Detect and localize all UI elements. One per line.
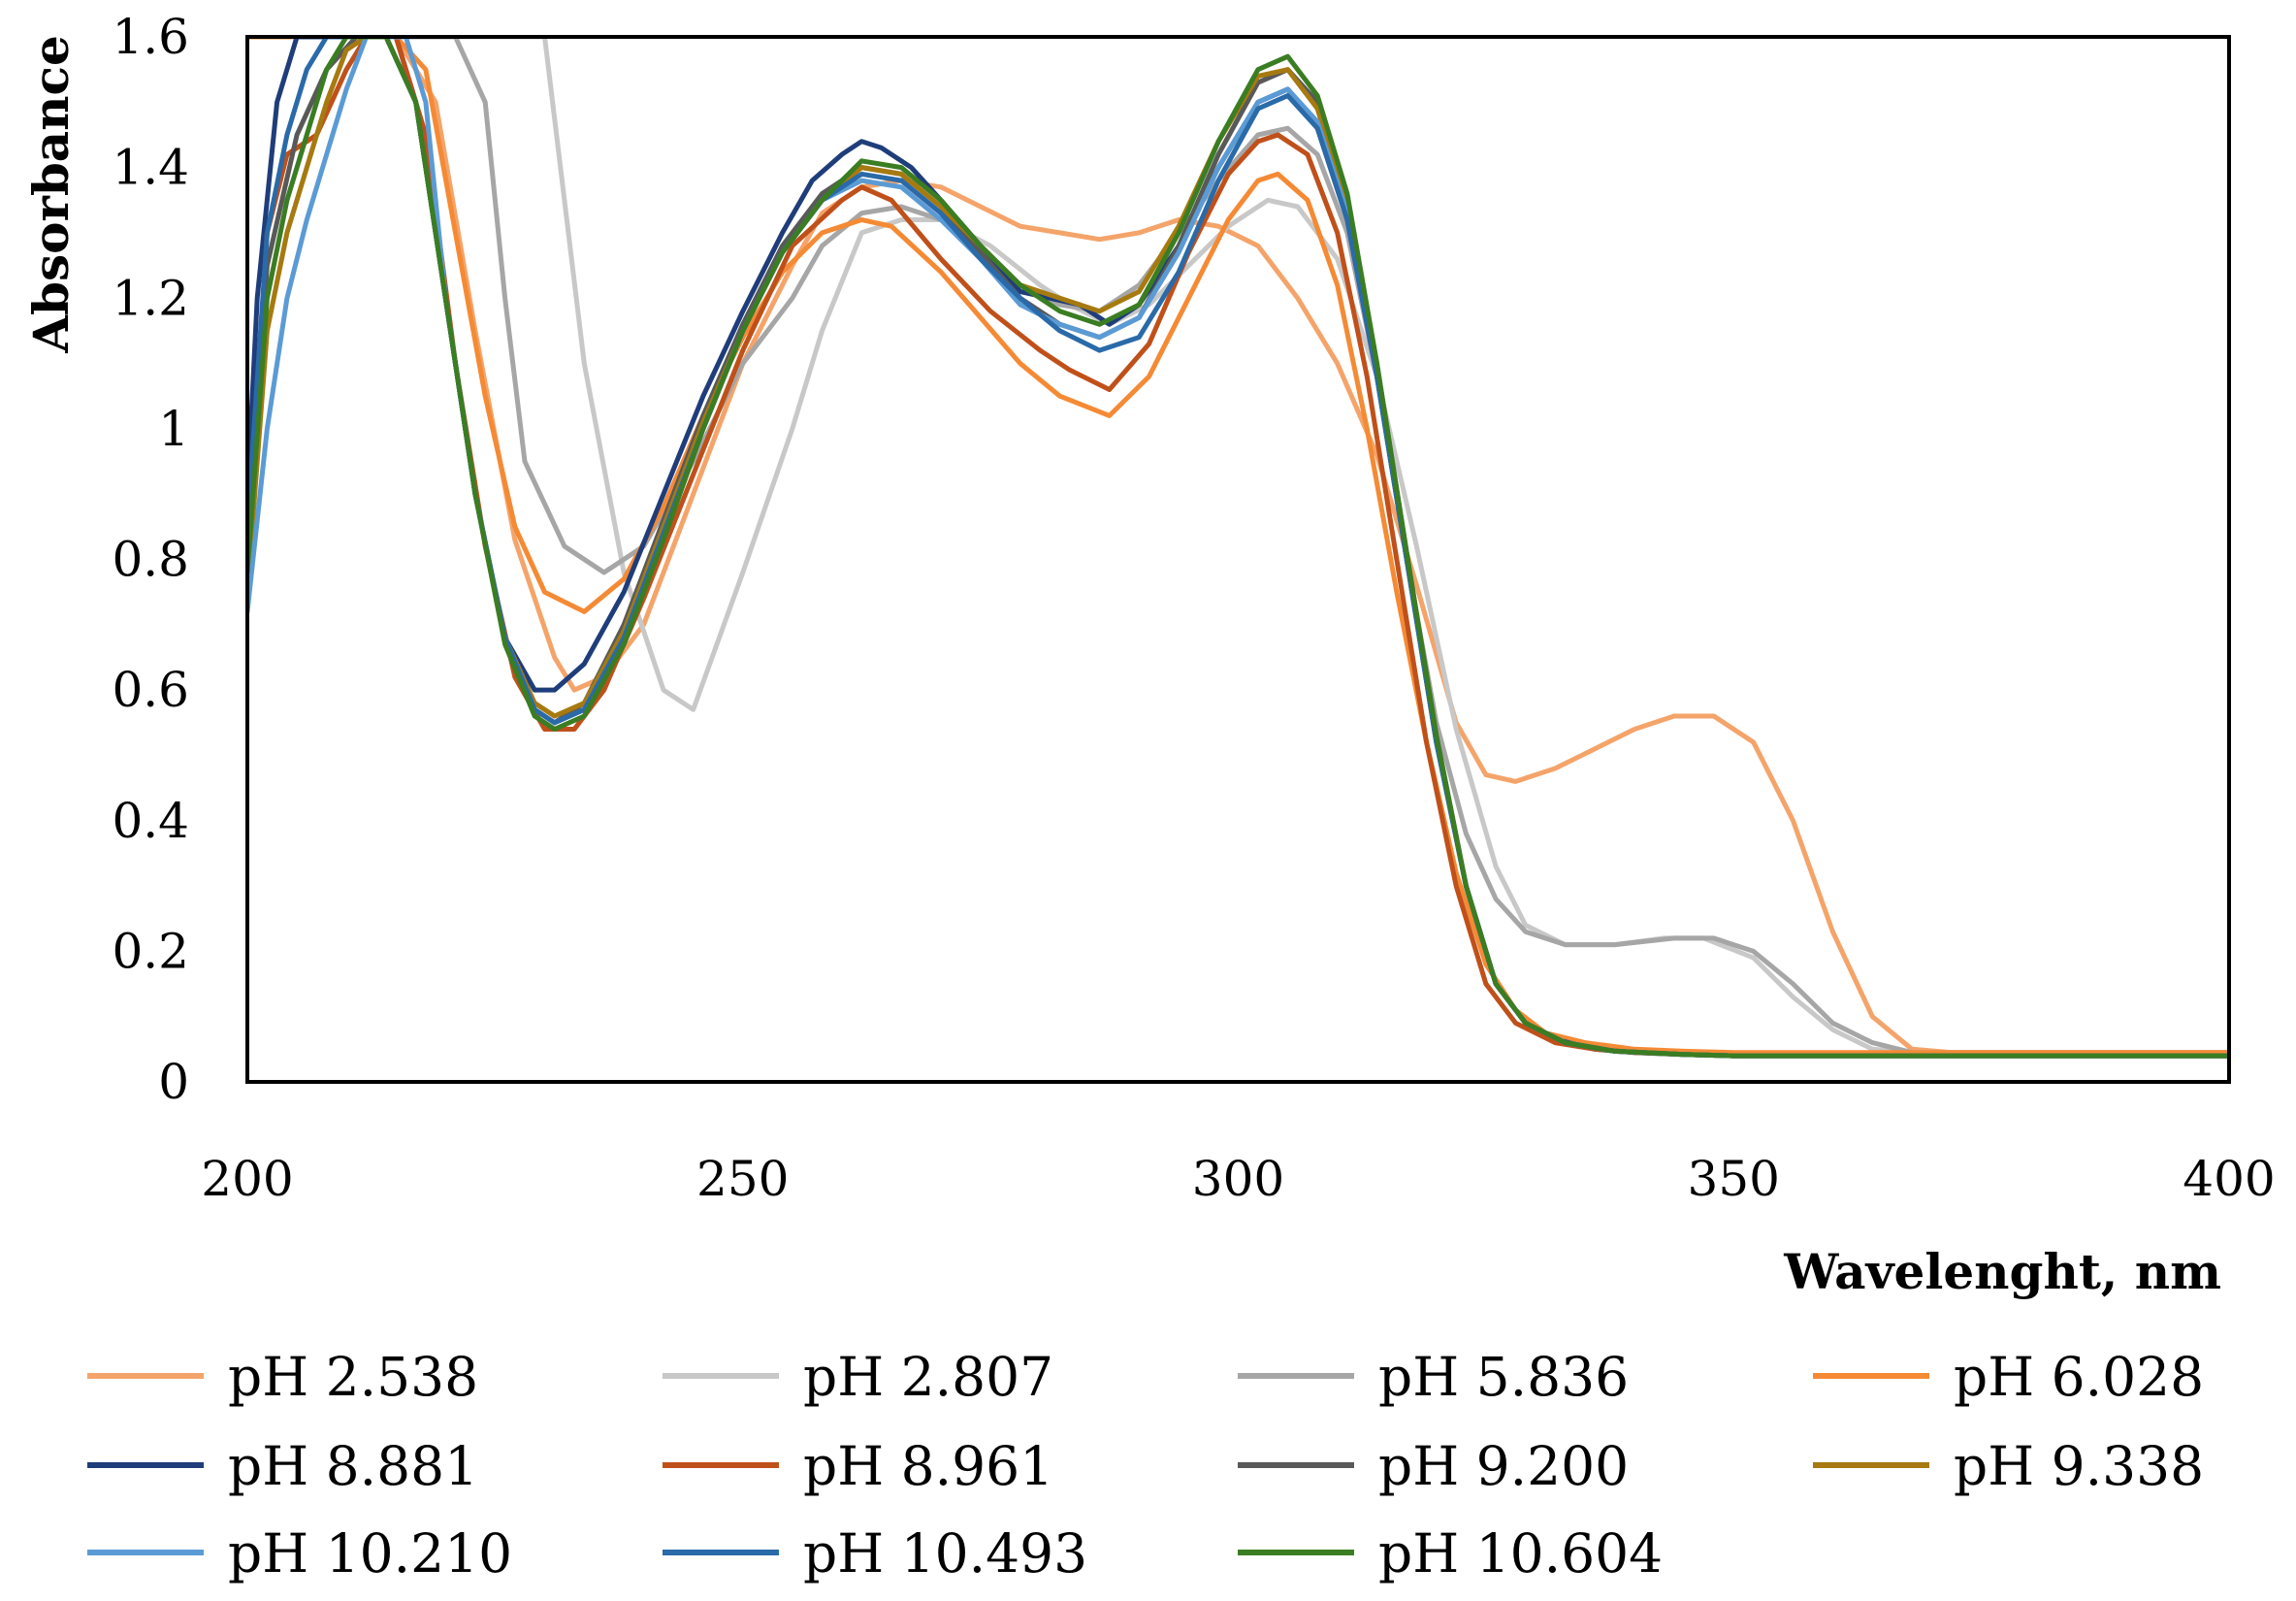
series-line-8 — [247, 37, 2229, 1059]
y-tick-label: 1.2 — [112, 270, 189, 326]
legend-label: pH 6.028 — [1954, 1346, 2204, 1408]
x-tick-label: 400 — [2183, 1151, 2275, 1207]
legend: pH 2.538 pH 2.807 pH 5.836 pH 6.028 pH 8.881… — [87, 1346, 2204, 1585]
series-group — [247, 37, 2229, 1059]
series-line-6 — [247, 37, 2229, 1059]
y-tick-label: 1.4 — [112, 140, 189, 196]
series-line-1 — [247, 37, 2229, 1056]
legend-label: pH 9.200 — [1378, 1435, 1629, 1497]
y-tick-label: 0.2 — [112, 923, 189, 979]
legend-label: pH 9.338 — [1954, 1435, 2204, 1497]
legend-item: pH 10.493 — [663, 1522, 1087, 1585]
legend-label: pH 10.493 — [803, 1522, 1087, 1585]
y-tick-label: 0.8 — [112, 532, 189, 588]
legend-item: pH 9.200 — [1238, 1435, 1629, 1497]
y-tick-label: 1.6 — [112, 9, 189, 65]
legend-item: pH 8.881 — [87, 1435, 478, 1497]
x-tick-label: 300 — [1192, 1151, 1284, 1207]
y-axis-title: Absorbance — [22, 35, 80, 354]
y-tick-label: 0.6 — [112, 662, 189, 718]
x-tick-label: 350 — [1688, 1151, 1780, 1207]
y-tick-labels: 0 0.2 0.4 0.6 0.8 1 1.2 1.4 1.6 — [112, 9, 189, 1110]
series-line-9 — [247, 37, 2229, 1059]
series-line-2 — [247, 37, 2229, 1056]
y-tick-label: 0.4 — [112, 793, 189, 849]
legend-label: pH 8.881 — [228, 1435, 478, 1497]
series-line-4 — [247, 37, 2229, 1056]
legend-item: pH 10.604 — [1238, 1522, 1663, 1585]
legend-label: pH 10.210 — [228, 1522, 512, 1585]
x-tick-label: 250 — [696, 1151, 789, 1207]
series-line-7 — [247, 37, 2229, 1059]
legend-label: pH 2.538 — [228, 1346, 478, 1408]
series-line-11 — [247, 37, 2229, 1059]
y-tick-label: 0 — [158, 1054, 189, 1110]
x-axis-title: Wavelenght, nm — [1783, 1243, 2221, 1300]
legend-item: pH 10.210 — [87, 1522, 512, 1585]
plot-area-frame — [245, 35, 2231, 1084]
legend-item: pH 2.807 — [663, 1346, 1053, 1408]
legend-label: pH 2.807 — [803, 1346, 1053, 1408]
legend-item: pH 2.538 — [87, 1346, 478, 1408]
series-line-10 — [247, 37, 2229, 1059]
legend-item: pH 9.338 — [1813, 1435, 2204, 1497]
legend-label: pH 10.604 — [1378, 1522, 1663, 1585]
series-line-5 — [247, 37, 2229, 1059]
x-tick-label: 200 — [201, 1151, 293, 1207]
x-tick-labels: 200 250 300 350 400 — [201, 1151, 2275, 1207]
legend-label: pH 5.836 — [1378, 1346, 1629, 1408]
legend-item: pH 5.836 — [1238, 1346, 1629, 1408]
y-tick-label: 1 — [158, 401, 189, 457]
legend-item: pH 8.961 — [663, 1435, 1053, 1497]
legend-item: pH 6.028 — [1813, 1346, 2204, 1408]
series-line-3 — [247, 37, 2229, 1056]
legend-label: pH 8.961 — [803, 1435, 1053, 1497]
